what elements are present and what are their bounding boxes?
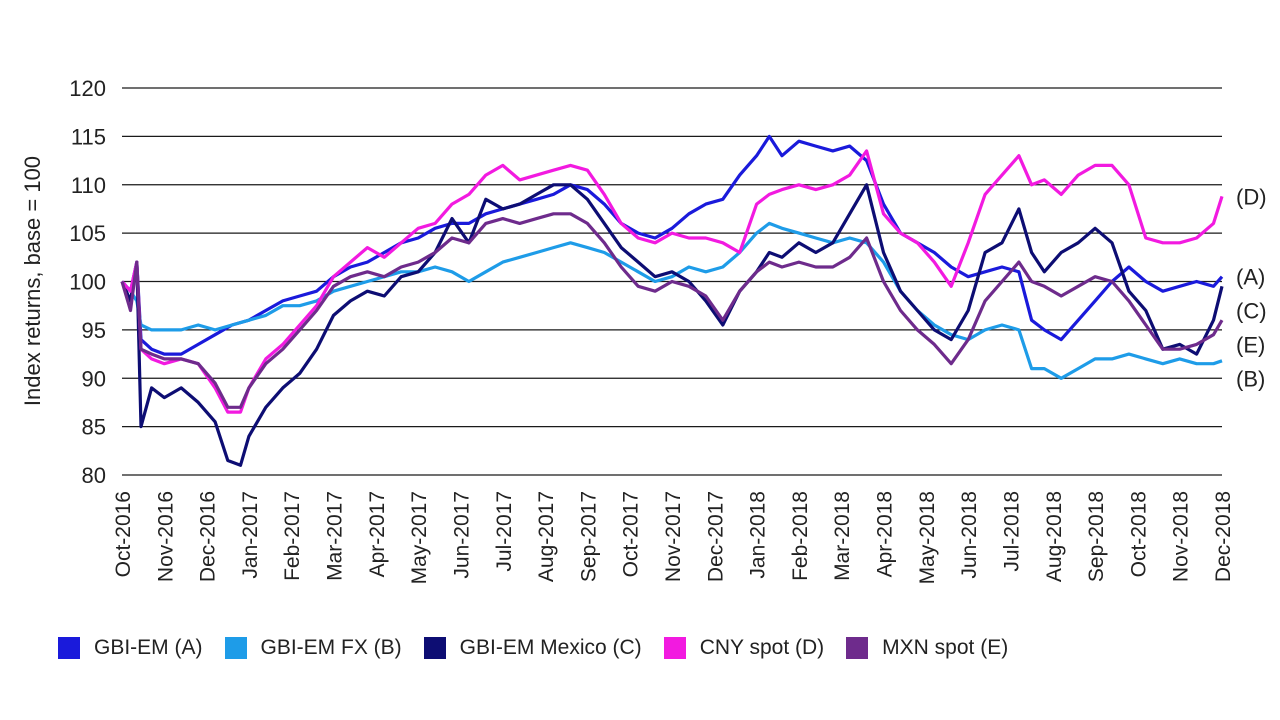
- x-tick-label: Jul-2018: [1000, 491, 1023, 572]
- series-line-e: [120, 212, 1224, 409]
- x-tick-label: Jan-2018: [747, 491, 770, 579]
- y-tick-label: 110: [71, 173, 106, 198]
- x-tick-label: May-2018: [916, 491, 939, 584]
- series-line-c: [120, 183, 1224, 467]
- y-axis-label: Index returns, base = 100: [20, 156, 45, 406]
- x-tick-label: Feb-2018: [789, 491, 812, 581]
- legend-item: MXN spot (E): [846, 636, 1008, 660]
- y-tick-label: 85: [82, 415, 106, 440]
- x-tick-label: Sep-2017: [577, 491, 600, 582]
- x-tick-label: Mar-2017: [324, 491, 347, 581]
- legend-label: GBI-EM Mexico (C): [459, 636, 642, 659]
- legend-item: CNY spot (D): [663, 636, 825, 660]
- x-tick-label: Jun-2017: [450, 491, 473, 579]
- x-tick-label: Aug-2018: [1043, 491, 1066, 582]
- series-end-labels: (D) (A) (C) (E) (B): [1236, 184, 1267, 391]
- x-tick-label: Oct-2017: [620, 491, 643, 577]
- legend: GBI-EM (A) GBI-EM FX (B) GBI-EM Mexico (C)…: [58, 636, 1030, 660]
- legend-label: GBI-EM FX (B): [260, 636, 402, 659]
- x-tick-label: Nov-2016: [154, 491, 177, 582]
- x-tick-label: Aug-2017: [535, 491, 558, 582]
- x-tick-label: Dec-2017: [704, 491, 727, 582]
- y-tick-label: 100: [69, 270, 106, 295]
- legend-swatch: [58, 637, 80, 659]
- y-tick-labels: 80 85 90 95 100 105 110 115 120: [69, 76, 106, 488]
- x-tick-label: Apr-2017: [366, 491, 389, 577]
- x-tick-label: Apr-2018: [874, 491, 897, 577]
- x-tick-label: May-2017: [408, 491, 431, 584]
- series-line-d: [120, 149, 1224, 414]
- series-end-label: (B): [1236, 367, 1265, 392]
- x-tick-label: Feb-2017: [281, 491, 304, 581]
- line-chart: 80 85 90 95 100 105 110 115 120 Oct-2016 Nov-2016…: [20, 76, 1267, 584]
- x-tick-label: Jul-2017: [493, 491, 516, 572]
- x-tick-label: Mar-2018: [831, 491, 854, 581]
- x-tick-label: Oct-2016: [112, 491, 135, 577]
- legend-label: GBI-EM (A): [94, 636, 203, 659]
- legend-item: GBI-EM FX (B): [224, 636, 402, 660]
- x-tick-label: Dec-2018: [1212, 491, 1235, 582]
- x-tick-label: Nov-2017: [662, 491, 685, 582]
- legend-swatch: [224, 637, 247, 659]
- legend-label: MXN spot (E): [882, 636, 1009, 659]
- legend-swatch: [846, 637, 869, 659]
- x-tick-label: Sep-2018: [1085, 491, 1108, 582]
- series-end-label: (E): [1236, 333, 1265, 358]
- y-tick-label: 120: [69, 76, 106, 101]
- x-tick-label: Dec-2016: [197, 491, 220, 582]
- series-end-label: (A): [1236, 265, 1265, 290]
- x-tick-label: Oct-2018: [1127, 491, 1150, 577]
- legend-label: CNY spot (D): [699, 636, 825, 659]
- series-end-label: (C): [1236, 299, 1267, 324]
- series-lines: [120, 134, 1224, 467]
- legend-item: GBI-EM Mexico (C): [423, 636, 642, 660]
- y-tick-label: 80: [82, 463, 106, 488]
- x-tick-label: Nov-2018: [1170, 491, 1193, 582]
- x-tick-label: Jan-2017: [239, 491, 262, 579]
- x-tick-labels: Oct-2016 Nov-2016 Dec-2016 Jan-2017 Feb-2017…: [112, 491, 1235, 584]
- legend-swatch: [663, 637, 686, 659]
- y-tick-label: 95: [82, 318, 106, 343]
- series-line-a: [120, 134, 1224, 356]
- series-line-b: [120, 221, 1223, 380]
- y-tick-label: 115: [71, 124, 106, 149]
- series-end-label: (D): [1236, 184, 1267, 209]
- x-tick-label: Jun-2018: [958, 491, 981, 579]
- y-tick-label: 105: [69, 221, 106, 246]
- legend-item: GBI-EM (A): [58, 636, 203, 660]
- legend-swatch: [423, 637, 446, 659]
- y-tick-label: 90: [82, 366, 106, 391]
